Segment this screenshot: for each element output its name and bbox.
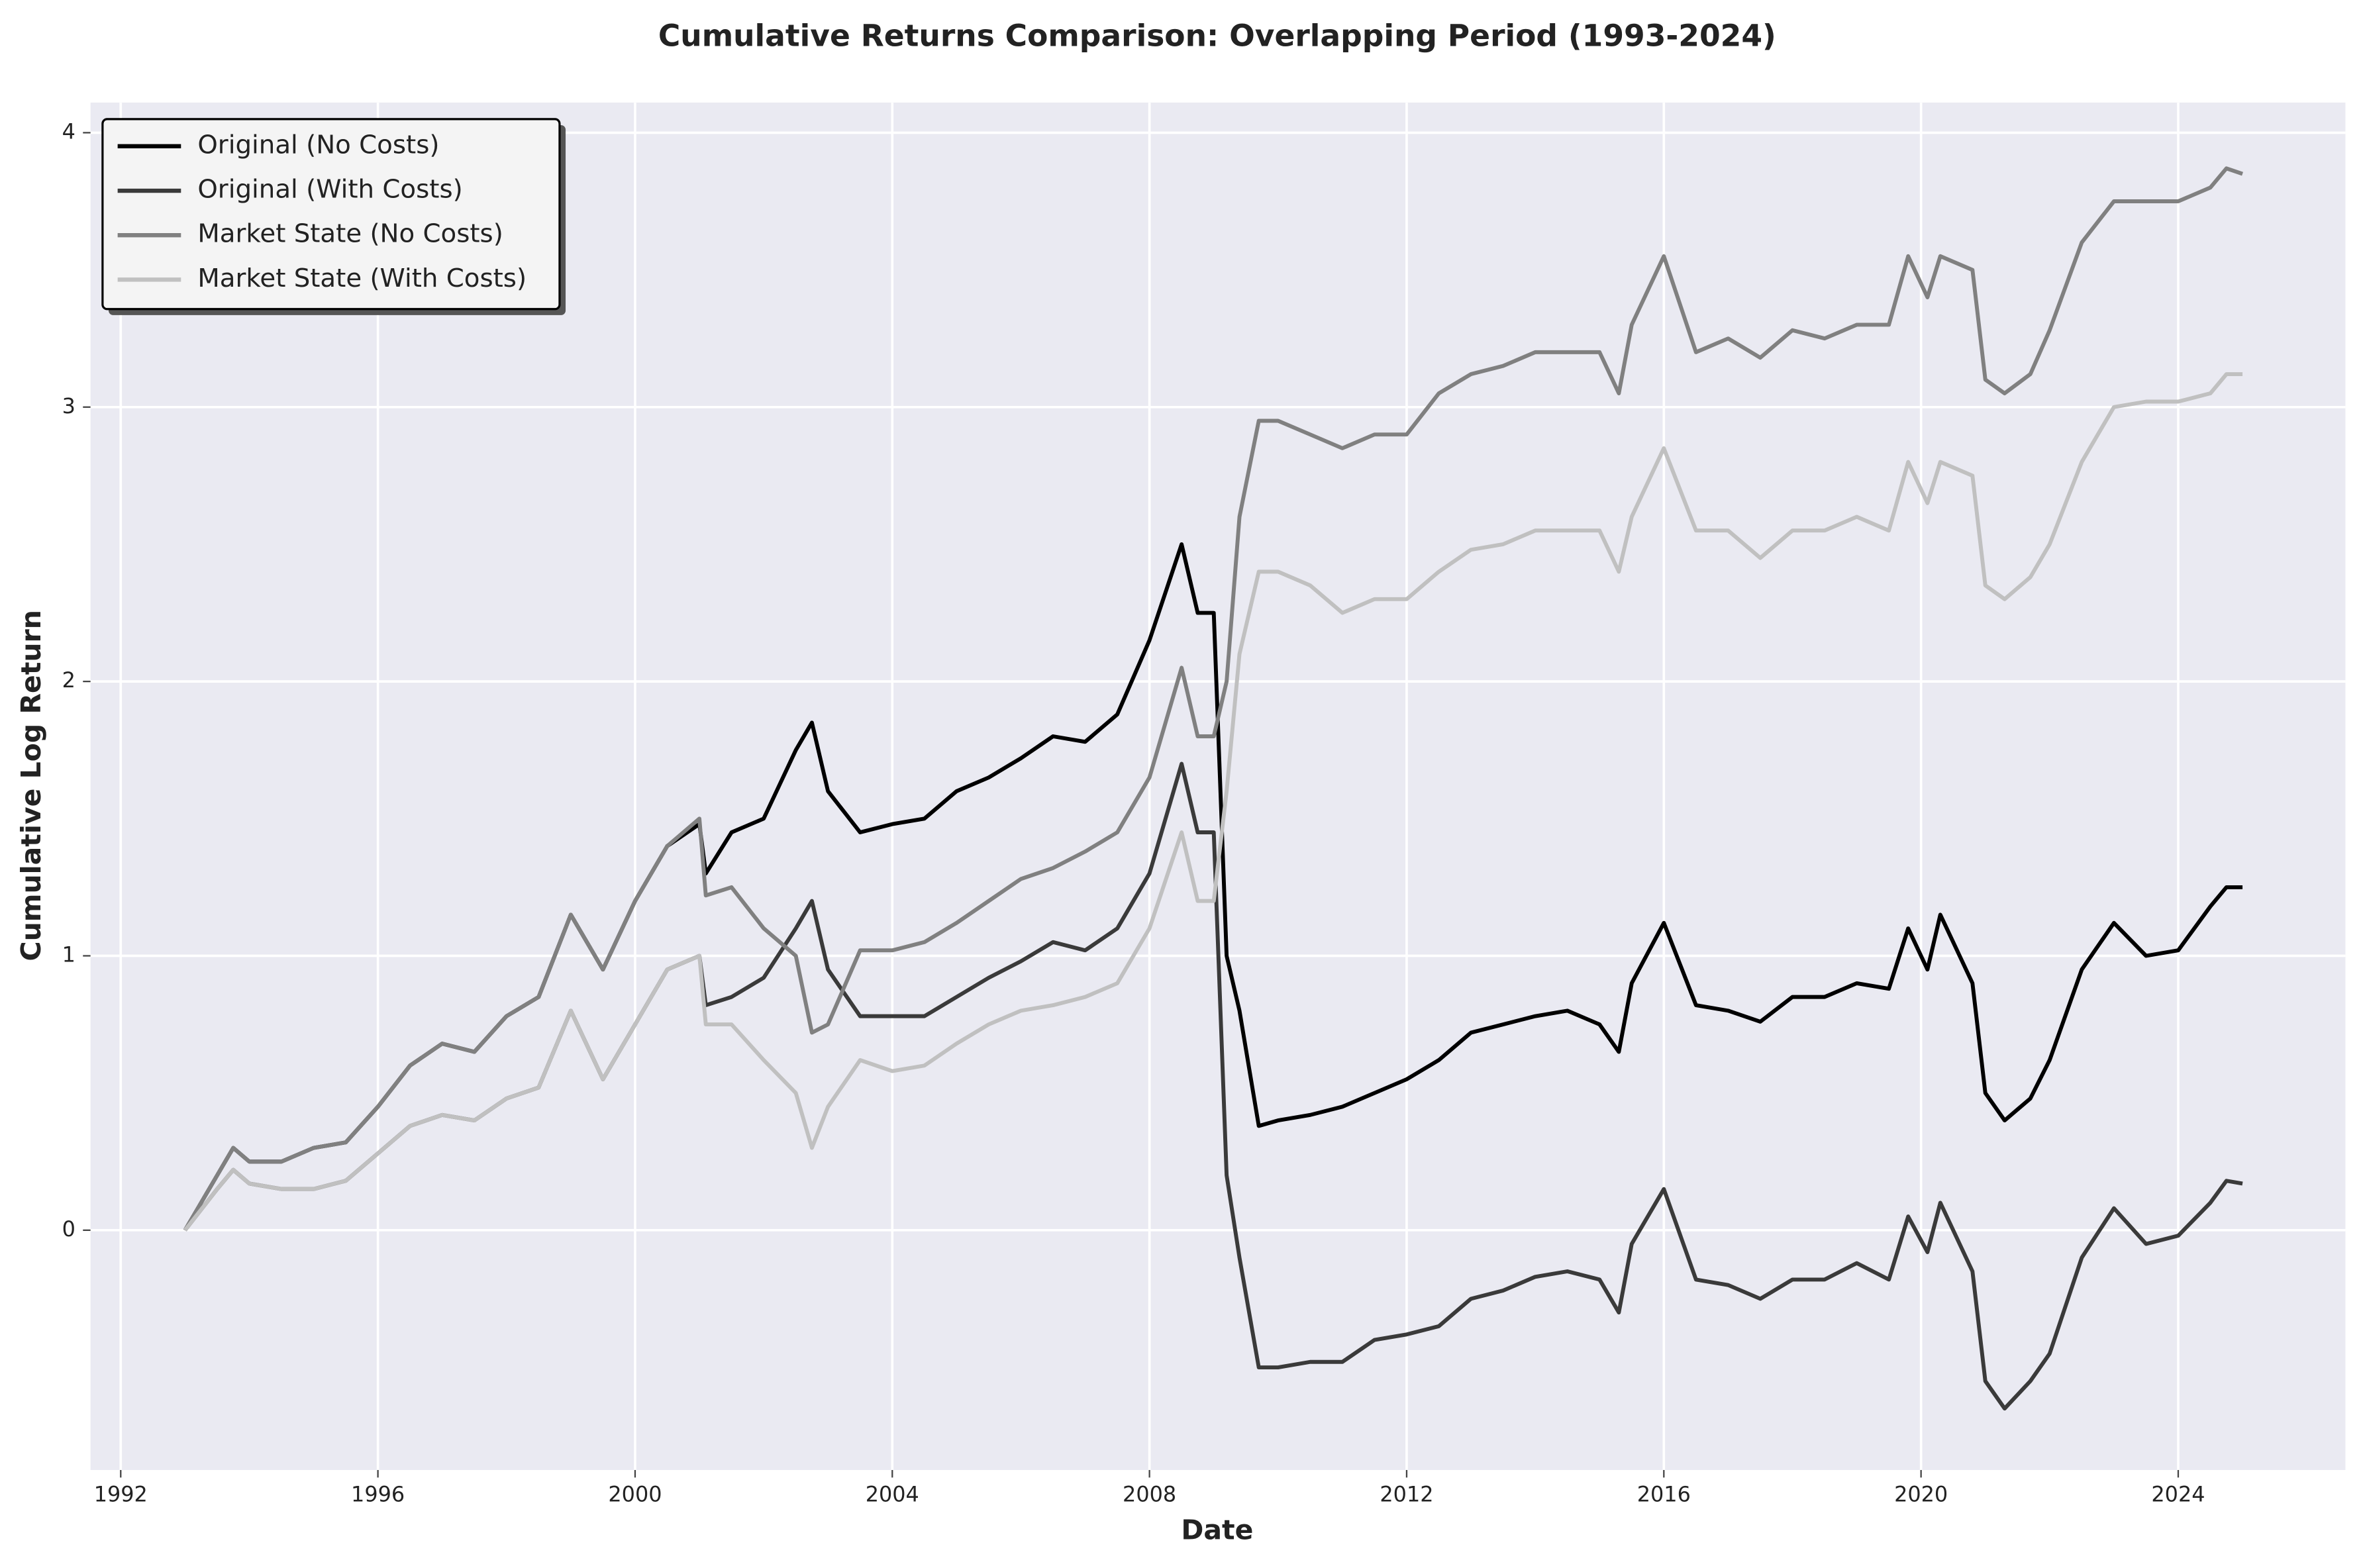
x-tick-label: 2000: [608, 1482, 662, 1507]
series-line: [183, 372, 2243, 1232]
y-tick-label: 3: [62, 393, 75, 418]
legend-label: Market State (With Costs): [197, 264, 527, 293]
plot-area: [90, 102, 2346, 1470]
x-tick-label: 2024: [2151, 1482, 2205, 1507]
legend-box: [101, 118, 561, 311]
chart-title: Cumulative Returns Comparison: Overlappi…: [658, 18, 1776, 53]
x-tick-label: 2012: [1380, 1482, 1433, 1507]
legend-label: Original (With Costs): [197, 175, 462, 205]
legend: Original (No Costs) Original (With Costs)…: [101, 118, 566, 315]
legend-label: Original (No Costs): [197, 130, 439, 160]
y-tick-label: 4: [62, 119, 75, 144]
y-tick-label: 2: [62, 667, 75, 693]
x-tick-label: 2020: [1894, 1482, 1948, 1507]
x-tick-label: 1996: [351, 1482, 405, 1507]
y-tick-label: 0: [62, 1216, 75, 1242]
x-axis-label: Date: [1181, 1514, 1253, 1545]
x-tick-label: 2008: [1123, 1482, 1176, 1507]
series-line: [183, 166, 2244, 1232]
legend-label: Market State (No Costs): [197, 219, 503, 249]
x-tick-label: 1992: [94, 1482, 148, 1507]
y-tick-label: 1: [62, 942, 75, 967]
x-tick-label: 2016: [1637, 1482, 1691, 1507]
x-tick-label: 2004: [866, 1482, 919, 1507]
y-axis-label: Cumulative Log Return: [15, 610, 47, 961]
